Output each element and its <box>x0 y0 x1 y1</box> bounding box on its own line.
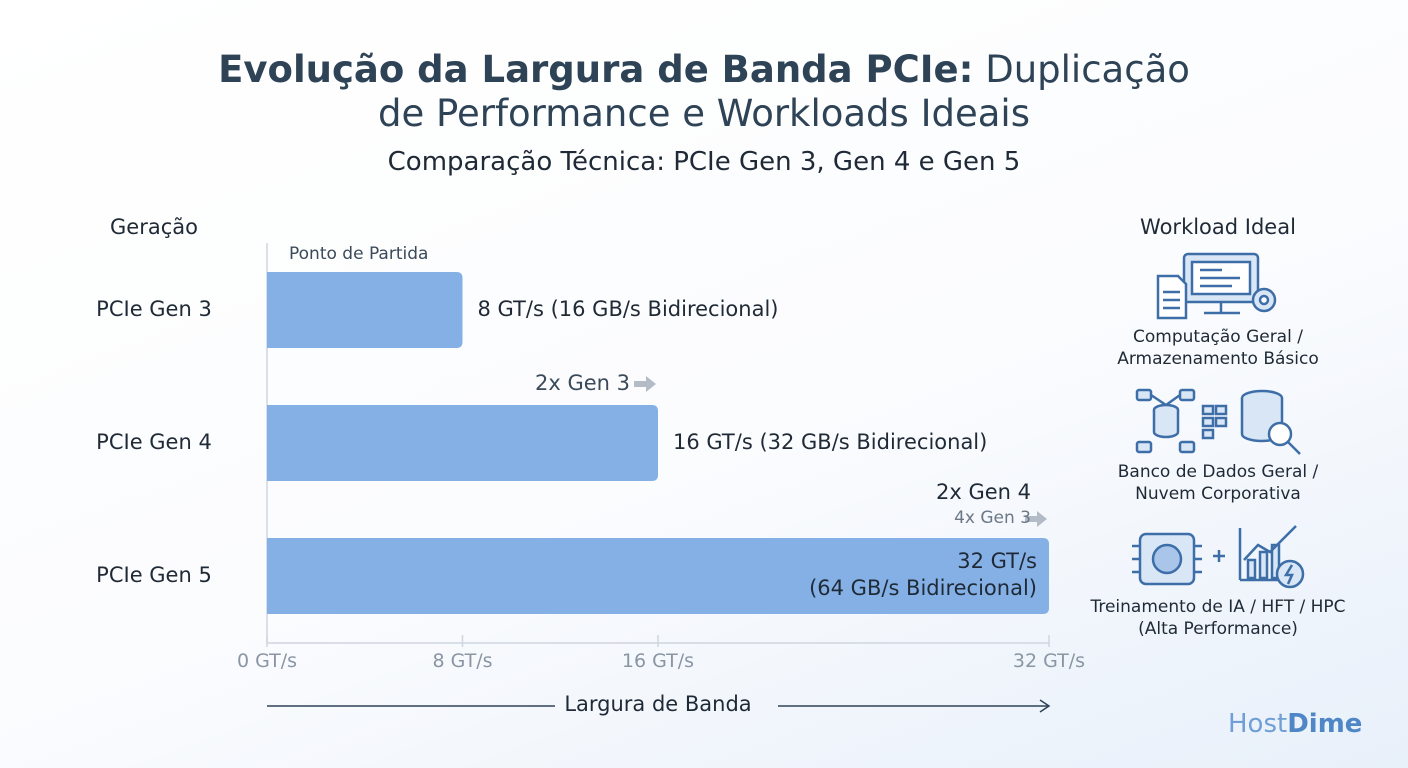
bar <box>267 538 1049 614</box>
annotation-arrow <box>1025 511 1047 527</box>
brand-host: Host <box>1228 709 1288 739</box>
workload-title: Workload Ideal <box>1140 215 1296 239</box>
annotation: 4x Gen 3 <box>954 508 1031 528</box>
x-tick-label: 16 GT/s <box>621 650 695 672</box>
chart-title: Evolução da Largura de Banda PCIe: Dupli… <box>0 48 1408 137</box>
annotation: 2x Gen 3 <box>534 371 630 395</box>
subtitle: Comparação Técnica: PCIe Gen 3, Gen 4 e … <box>387 147 1021 177</box>
value-label: 16 GT/s (32 GB/s Bidirecional) <box>673 430 988 454</box>
y-axis-title: Geração <box>110 215 198 239</box>
bar <box>267 405 658 481</box>
axis-title-arrowhead <box>1039 699 1051 713</box>
title-bold: Evolução da Largura de Banda PCIe: <box>218 48 974 91</box>
y-tick-label: PCIe Gen 5 <box>96 563 212 587</box>
annotation-arrow <box>634 376 656 392</box>
value-label: 32 GT/s (64 GB/s Bidirecional) <box>809 549 1037 601</box>
brand: HostDime <box>1228 710 1362 739</box>
x-tick-label: 0 GT/s <box>236 650 298 672</box>
workload-icons <box>1132 252 1305 589</box>
y-tick-label: PCIe Gen 4 <box>96 430 212 454</box>
value-label: 8 GT/s (16 GB/s Bidirecional) <box>477 297 779 321</box>
annotation: Ponto de Partida <box>289 244 429 264</box>
workload-label: Treinamento de IA / HFT / HPC (Alta Perf… <box>1090 597 1346 639</box>
x-tick-label: 8 GT/s <box>432 650 493 672</box>
workload-label: Computação Geral / Armazenamento Básico <box>1117 327 1319 369</box>
workload-label: Banco de Dados Geral / Nuvem Corporativa <box>1117 462 1319 504</box>
y-tick-label: PCIe Gen 3 <box>96 297 212 321</box>
annotation: 2x Gen 4 <box>935 480 1031 504</box>
title-rest: Duplicação de Performance e Workloads Id… <box>378 48 1190 136</box>
x-axis-title: Largura de Banda <box>564 692 752 716</box>
brand-dime: Dime <box>1287 709 1363 739</box>
bar <box>267 272 463 348</box>
x-tick-label: 32 GT/s <box>1012 650 1086 672</box>
